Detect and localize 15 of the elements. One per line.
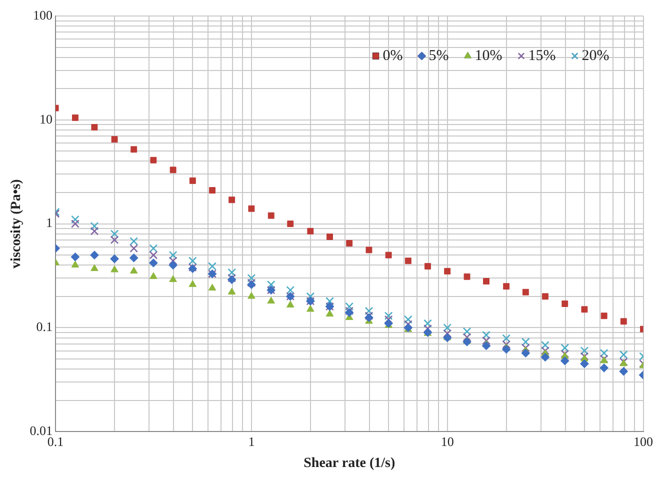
x-tick-label: 1 — [248, 434, 255, 449]
y-tick-label: 1 — [46, 215, 53, 230]
legend-label: 20% — [582, 48, 610, 64]
legend-label: 5% — [428, 48, 449, 64]
x-tick-label: 10 — [440, 434, 454, 449]
y-axis-title: viscosity (Pa•s) — [9, 178, 24, 268]
legend-label: 15% — [528, 48, 556, 64]
x-axis-title: Shear rate (1/s) — [304, 456, 396, 472]
y-tick-label: 0.1 — [36, 319, 53, 334]
legend-label: 10% — [474, 48, 502, 64]
y-tick-label: 10 — [40, 111, 53, 126]
y-tick-label: 100 — [33, 7, 53, 22]
x-tick-label: 100 — [634, 434, 653, 449]
y-tick-label: 0.01 — [30, 423, 53, 438]
legend-label: 0% — [382, 48, 403, 64]
